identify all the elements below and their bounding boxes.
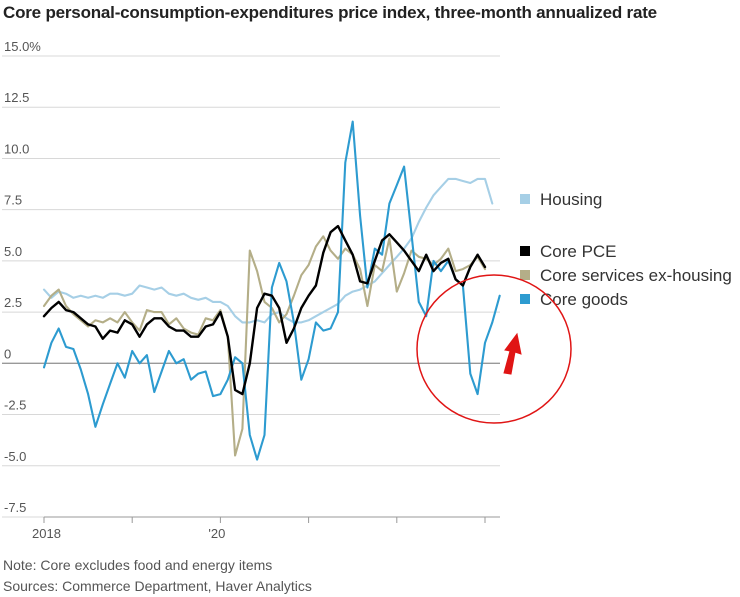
series-line-core-goods [42,120,501,461]
y-tick-label: 15.0% [4,39,41,54]
y-tick-label: -7.5 [4,500,26,515]
y-tick-label: 12.5 [4,90,29,105]
legend-label-core-services-ex-housing: Core services ex-housing [540,266,732,285]
legend-swatch-core-goods [520,294,530,304]
legend: Housing Core PCE Core services ex-housing C… [520,190,732,309]
y-tick-label: 5.0 [4,244,22,259]
x-axis: 2018 '20 [32,516,500,541]
y-tick-label: 2.5 [4,295,22,310]
chart-title: Core personal-consumption-expenditures p… [3,3,657,22]
annotations [416,274,572,424]
legend-label-housing: Housing [540,190,602,209]
x-tick-label: '20 [208,526,225,541]
legend-swatch-core-services-ex-housing [520,270,530,280]
series-line-housing [42,177,494,324]
y-tick-label: -2.5 [4,398,26,413]
legend-swatch-core-pce [520,246,530,256]
series-line-core-services-ex-housing [42,235,487,457]
legend-swatch-housing [520,194,530,204]
highlight-circle [416,274,572,424]
chart-sources: Sources: Commerce Department, Haver Anal… [3,578,312,594]
y-axis-ticks: 15.0% 12.5 10.0 7.5 5.0 2.5 0 -2.5 -5.0 -7.5 [4,39,41,515]
series-line-core-pce [42,224,487,396]
y-tick-label: -5.0 [4,449,26,464]
series-lines [42,120,501,461]
chart-note: Note: Core excludes food and energy item… [3,557,273,573]
gridlines [2,55,500,518]
y-tick-label: 10.0 [4,141,29,156]
legend-label-core-goods: Core goods [540,290,628,309]
legend-label-core-pce: Core PCE [540,242,617,261]
red-arrow [503,332,522,375]
y-tick-label: 7.5 [4,193,22,208]
y-tick-label: 0 [4,346,11,361]
x-tick-label: 2018 [32,526,61,541]
